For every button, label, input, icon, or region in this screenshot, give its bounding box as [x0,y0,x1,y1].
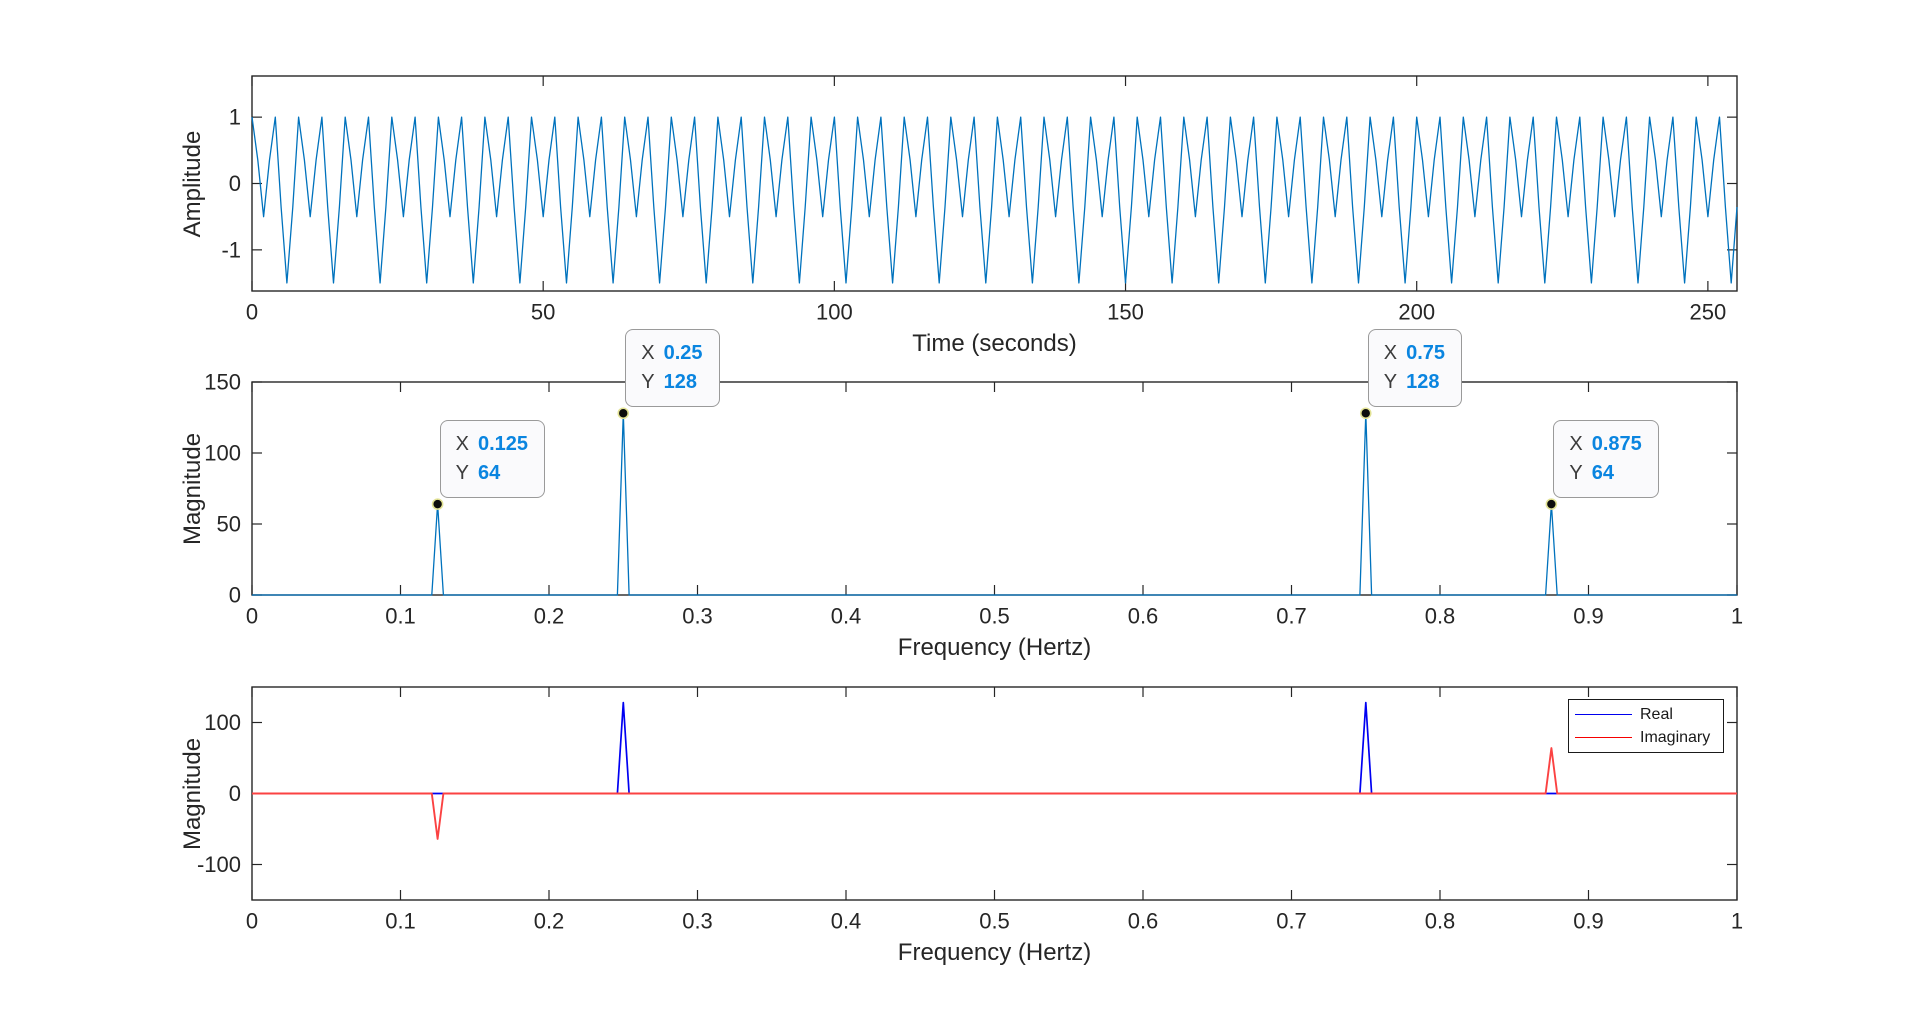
datatip-row: X 0.875 [1569,430,1641,459]
datatip-0.25[interactable]: X 0.25 Y 128 [625,329,720,408]
plot1-series-time-signal[interactable] [251,116,1738,284]
datatip-row: X 0.25 [641,339,702,368]
datatip-y-value: 128 [663,371,697,394]
plot2-xtick-label: 0.8 [1425,604,1456,629]
plot3-xtick-label: 0 [246,909,258,934]
datatip-x-label: X [1569,433,1583,456]
datatip-x-value: 0.875 [1591,433,1642,456]
datatip-0.75[interactable]: X 0.75 Y 128 [1367,329,1463,408]
plot1-xlabel: Time (seconds) [912,330,1077,357]
plot3-xtick-label: 1 [1731,909,1743,934]
datatip-y-label: Y [1569,462,1583,485]
datatip-marker-0.125[interactable] [431,498,444,510]
datatip-y-label: Y [1383,371,1398,394]
plot3-xtick-label: 0.7 [1276,909,1307,934]
plot3-xtick-label: 0.6 [1128,909,1159,934]
datatip-marker-0.875[interactable] [1545,498,1558,510]
datatip-row: X 0.125 [456,430,528,459]
datatip-y-value: 64 [1591,462,1614,485]
plot3-xtick-label: 0.5 [979,909,1010,934]
plot3-xlabel: Frequency (Hertz) [897,939,1092,966]
datatip-x-value: 0.25 [663,342,703,365]
plot3-ytick-label: 100 [204,710,241,735]
plot2-ytick-label: 50 [217,512,241,537]
plot1-xtick-label: 0 [246,300,258,325]
plot2-ytick-label: 100 [204,441,241,466]
datatip-row: Y 128 [1384,368,1445,397]
plot3-ytick-label: -100 [197,852,241,877]
datatip-marker-0.25[interactable] [617,407,630,420]
datatip-y-value: 64 [477,462,501,485]
datatip-x-value: 0.75 [1406,342,1446,365]
plot2-xlabel: Frequency (Hertz) [897,634,1092,661]
plot2-xtick-label: 0.9 [1573,604,1604,629]
datatip-0.875[interactable]: X 0.875 Y 64 [1553,420,1659,499]
plot3-xtick-label: 0.3 [682,909,713,934]
plot3-xtick-label: 0.2 [534,909,565,934]
legend-label-imaginary: Imaginary [1640,728,1711,746]
datatip-row: Y 64 [456,459,528,488]
plot2-xtick-label: 0.6 [1128,604,1159,629]
plot3-xtick-label: 0.1 [385,909,416,934]
datatip-row: X 0.75 [1384,339,1445,368]
plot2-xtick-label: 0 [246,604,258,629]
datatip-x-label: X [641,342,655,365]
legend-line-imaginary [1575,737,1632,738]
plot1-xtick-label: 200 [1398,300,1435,325]
legend-label-real: Real [1640,705,1673,723]
plot2-xtick-label: 0.5 [979,604,1010,629]
legend-line-real [1575,714,1632,715]
plot3-xtick-label: 0.8 [1425,909,1456,934]
datatip-x-value: 0.125 [477,433,529,456]
plot1-ylabel: Amplitude [179,130,206,237]
datatip-marker-0.75[interactable] [1359,407,1372,420]
datatip-y-label: Y [641,371,655,394]
plot2-ytick-label: 150 [204,370,241,395]
plot1-ytick-label: -1 [221,237,241,262]
datatip-x-label: X [1383,342,1398,365]
datatip-0.125[interactable]: X 0.125 Y 64 [439,420,546,499]
datatip-y-value: 128 [1406,371,1440,394]
plot1-ytick-label: 1 [229,105,241,130]
plot3-xtick-label: 0.4 [831,909,862,934]
datatip-x-label: X [455,433,469,456]
datatip-y-label: Y [455,462,469,485]
plot1-xtick-label: 250 [1690,300,1727,325]
plot2-xtick-label: 0.7 [1276,604,1307,629]
plot2-ylabel: Magnitude [179,432,206,545]
datatip-row: Y 128 [641,368,702,397]
plot3-ylabel: Magnitude [179,737,206,850]
plot2-xtick-label: 0.3 [682,604,713,629]
plot3-xtick-label: 0.9 [1573,909,1604,934]
plot2-xtick-label: 0.1 [385,604,416,629]
plot3-ytick-label: 0 [229,781,241,806]
plot1-xtick-label: 50 [531,300,555,325]
plot2-series-fft-magnitude[interactable] [252,412,1737,596]
plot2-xtick-label: 0.2 [534,604,565,629]
plot2-ytick-label: 0 [229,583,241,608]
legend[interactable]: Real Imaginary [1568,699,1724,753]
plot1-xtick-label: 100 [816,300,853,325]
plot3-series-fft-imaginary[interactable] [252,747,1737,840]
plot1-ytick-label: 0 [229,171,241,196]
datatip-row: Y 64 [1569,459,1641,488]
plot3-series-fft-real[interactable] [252,701,1737,795]
plot2-xtick-label: 0.4 [831,604,862,629]
legend-entry-imaginary[interactable]: Imaginary [1569,726,1723,749]
plot2-xtick-label: 1 [1731,604,1743,629]
legend-entry-real[interactable]: Real [1569,703,1723,726]
plot1-xtick-label: 150 [1107,300,1144,325]
